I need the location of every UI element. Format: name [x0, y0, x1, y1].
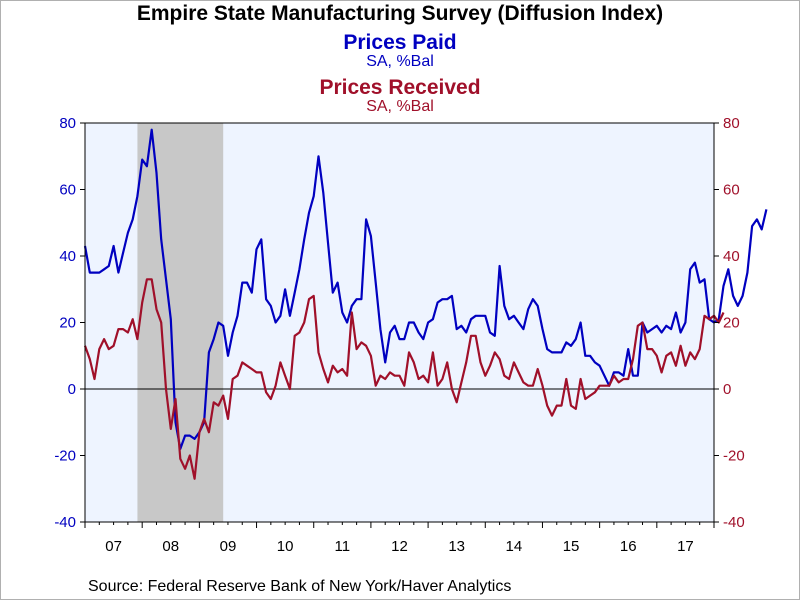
source-note: Source: Federal Reserve Bank of New York… [88, 578, 512, 595]
y-left-tick-label: 20 [59, 315, 76, 332]
series-unit-prices-received: SA, %Bal [366, 98, 434, 115]
x-tick-label: 07 [105, 538, 122, 555]
x-tick-label: 12 [391, 538, 408, 555]
y-right-tick-label: -40 [723, 514, 745, 531]
series-unit-prices-paid: SA, %Bal [366, 53, 434, 70]
series-title-prices-received: Prices Received [319, 76, 481, 99]
x-tick-label: 14 [506, 538, 523, 555]
chart-title: Empire State Manufacturing Survey (Diffu… [136, 2, 664, 25]
x-tick-label: 13 [448, 538, 465, 555]
x-tick-label: 16 [620, 538, 637, 555]
x-tick-label: 17 [677, 538, 694, 555]
recession-shading [137, 123, 224, 522]
y-right-tick-label: 40 [723, 248, 740, 265]
series-title-prices-paid: Prices Paid [343, 31, 457, 54]
y-left-tick-label: -20 [54, 448, 76, 465]
y-left-tick-label: 60 [59, 182, 76, 199]
y-left-tick-label: 40 [59, 248, 76, 265]
x-tick-label: 09 [220, 538, 237, 555]
y-right-tick-label: -20 [723, 448, 745, 465]
y-right-tick-label: 0 [723, 381, 731, 398]
y-right-tick-label: 20 [723, 315, 740, 332]
x-tick-label: 08 [162, 538, 179, 555]
y-left-tick-label: 0 [68, 381, 76, 398]
y-right-tick-label: 80 [723, 115, 740, 132]
x-tick-label: 15 [563, 538, 580, 555]
y-left-tick-label: -40 [54, 514, 76, 531]
y-left-tick-label: 80 [59, 115, 76, 132]
series-line-prices-received [83, 278, 725, 480]
x-tick-label: 11 [335, 538, 351, 555]
x-tick-label: 10 [277, 538, 294, 555]
y-right-tick-label: 60 [723, 182, 740, 199]
